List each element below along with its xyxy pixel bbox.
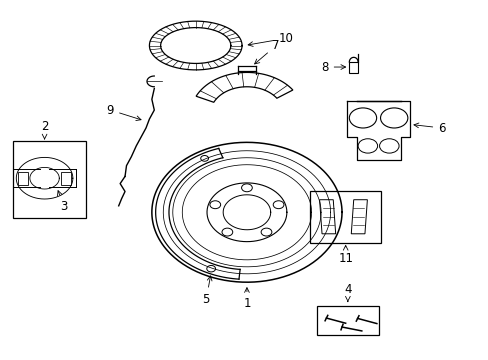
Bar <box>310 191 380 243</box>
Text: 3: 3 <box>58 191 68 213</box>
Text: 5: 5 <box>202 276 212 306</box>
Text: 6: 6 <box>413 122 445 135</box>
Bar <box>348 62 357 73</box>
Text: 8: 8 <box>321 60 345 73</box>
Text: 9: 9 <box>106 104 141 121</box>
Text: 1: 1 <box>243 288 250 310</box>
Bar <box>13 140 86 218</box>
Text: 11: 11 <box>338 246 352 265</box>
Text: 4: 4 <box>344 283 351 302</box>
Polygon shape <box>196 72 292 102</box>
Bar <box>316 306 378 335</box>
Bar <box>18 172 28 185</box>
Text: 2: 2 <box>41 120 48 139</box>
Text: 7: 7 <box>254 39 279 64</box>
Text: 10: 10 <box>247 32 293 46</box>
Bar <box>61 172 71 185</box>
